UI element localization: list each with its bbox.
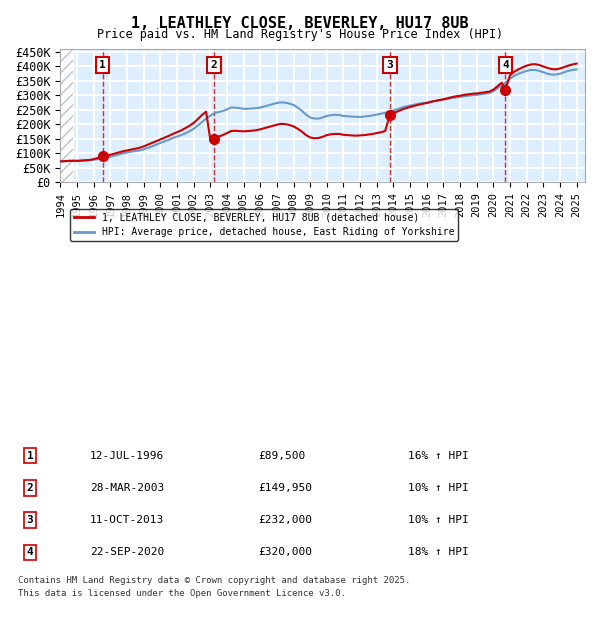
Text: 16% ↑ HPI: 16% ↑ HPI bbox=[408, 451, 469, 461]
Text: 1: 1 bbox=[26, 451, 34, 461]
Text: 12-JUL-1996: 12-JUL-1996 bbox=[90, 451, 164, 461]
Text: 4: 4 bbox=[502, 60, 509, 70]
Text: £232,000: £232,000 bbox=[258, 515, 312, 525]
Bar bbox=[61, 49, 73, 182]
Legend: 1, LEATHLEY CLOSE, BEVERLEY, HU17 8UB (detached house), HPI: Average price, deta: 1, LEATHLEY CLOSE, BEVERLEY, HU17 8UB (d… bbox=[70, 209, 458, 241]
Text: 2: 2 bbox=[26, 483, 34, 493]
Text: 28-MAR-2003: 28-MAR-2003 bbox=[90, 483, 164, 493]
Text: 10% ↑ HPI: 10% ↑ HPI bbox=[408, 515, 469, 525]
Text: 11-OCT-2013: 11-OCT-2013 bbox=[90, 515, 164, 525]
Text: £149,950: £149,950 bbox=[258, 483, 312, 493]
Text: 10% ↑ HPI: 10% ↑ HPI bbox=[408, 483, 469, 493]
Text: 1: 1 bbox=[99, 60, 106, 70]
Text: 18% ↑ HPI: 18% ↑ HPI bbox=[408, 547, 469, 557]
Text: This data is licensed under the Open Government Licence v3.0.: This data is licensed under the Open Gov… bbox=[18, 589, 346, 598]
Text: 3: 3 bbox=[26, 515, 34, 525]
Text: £89,500: £89,500 bbox=[258, 451, 305, 461]
Text: 1, LEATHLEY CLOSE, BEVERLEY, HU17 8UB: 1, LEATHLEY CLOSE, BEVERLEY, HU17 8UB bbox=[131, 16, 469, 30]
Bar bbox=[61, 49, 73, 182]
Text: Contains HM Land Registry data © Crown copyright and database right 2025.: Contains HM Land Registry data © Crown c… bbox=[18, 575, 410, 585]
Text: 2: 2 bbox=[211, 60, 217, 70]
Text: 4: 4 bbox=[26, 547, 34, 557]
Text: 3: 3 bbox=[386, 60, 393, 70]
Text: 22-SEP-2020: 22-SEP-2020 bbox=[90, 547, 164, 557]
Text: Price paid vs. HM Land Registry's House Price Index (HPI): Price paid vs. HM Land Registry's House … bbox=[97, 28, 503, 41]
Text: £320,000: £320,000 bbox=[258, 547, 312, 557]
